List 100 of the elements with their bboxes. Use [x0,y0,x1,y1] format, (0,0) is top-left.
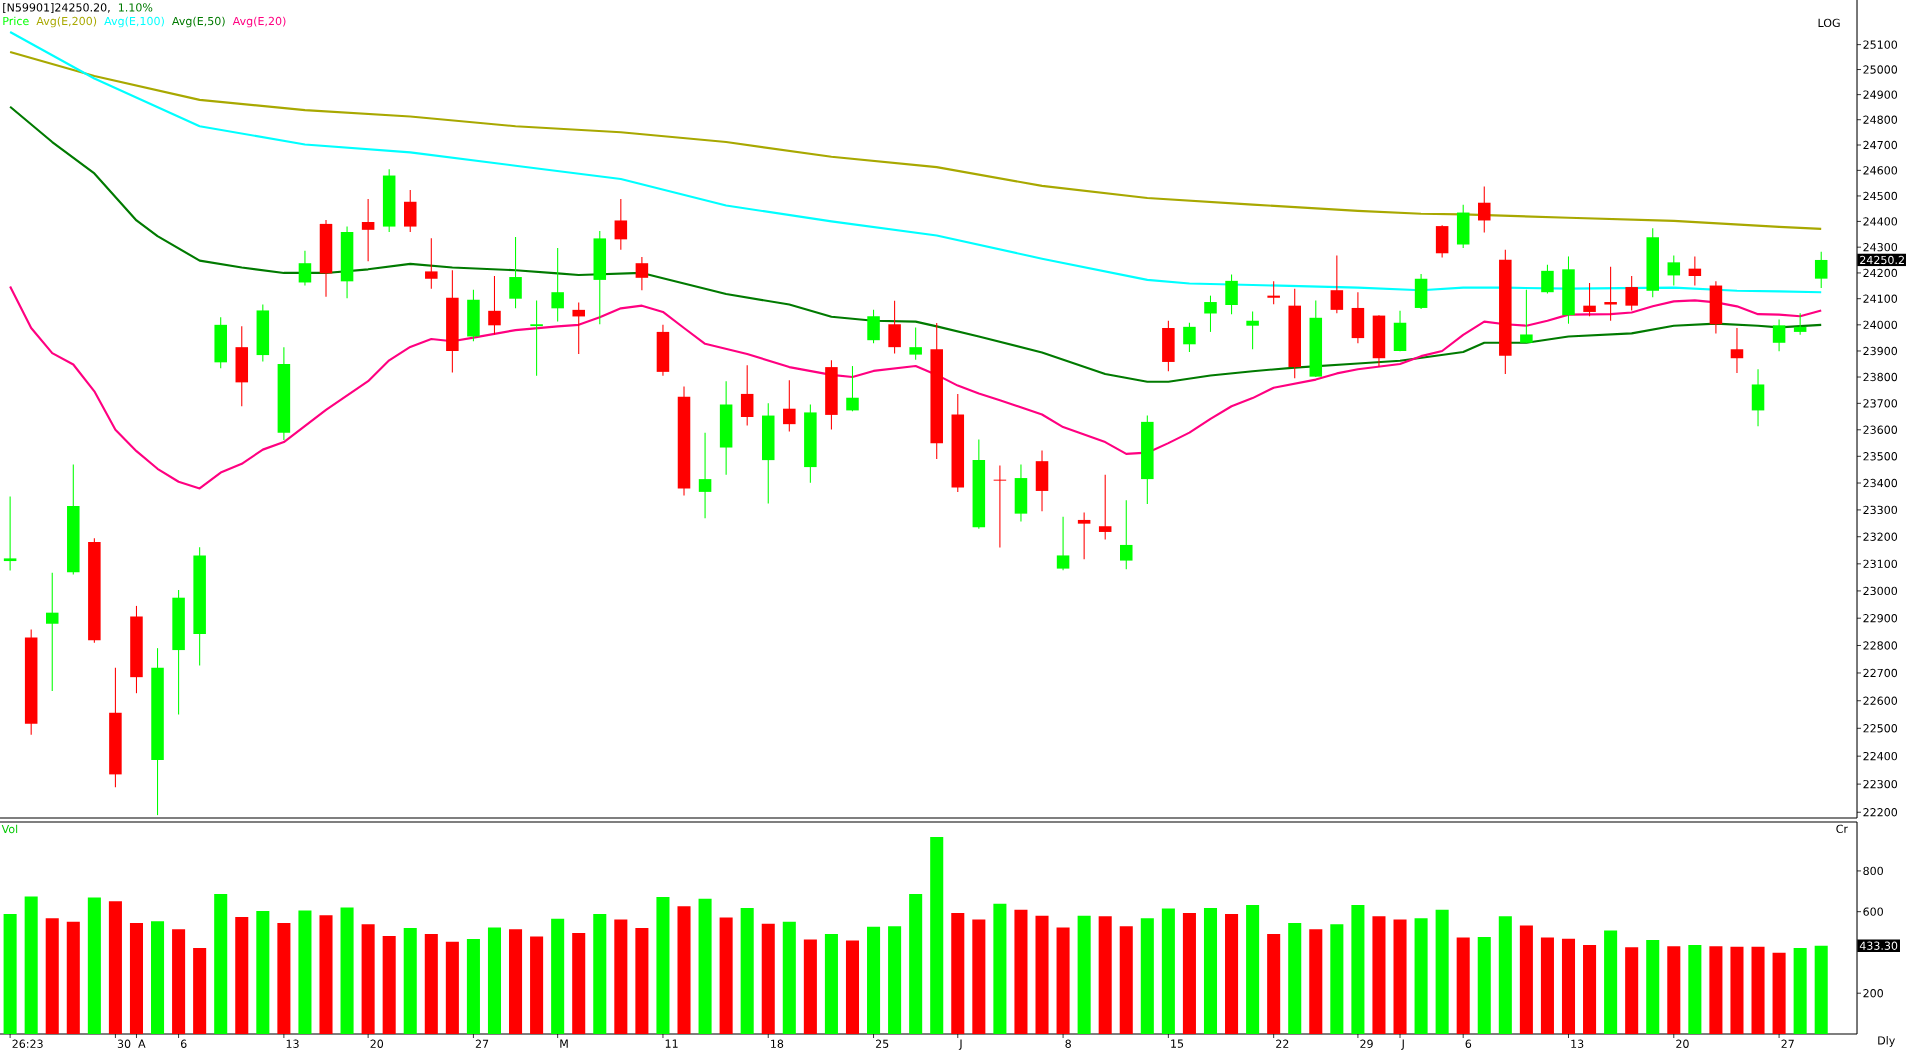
candlestick [1667,254,1681,287]
text: 24250.2 [1860,255,1904,265]
candlestick [1730,327,1744,374]
candlestick [277,346,291,441]
candlestick [1562,255,1575,325]
candlestick [888,300,901,354]
candlestick [1772,318,1786,352]
candlestick [951,393,965,493]
y-tick-label: 23900 [1863,346,1898,356]
bar [66,921,80,1034]
annotation: LOG [1818,18,1840,28]
candlestick [1625,275,1638,311]
y-tick-label: 23600 [1863,425,1898,434]
x-tick-label: 18 [771,1039,784,1048]
candlestick [909,326,922,361]
bar [677,906,691,1034]
bar [1751,946,1765,1034]
bar [1056,927,1070,1034]
bar [1498,916,1512,1034]
bar [151,921,165,1034]
x-tick-label: 6 [1465,1039,1472,1048]
candlestick [719,380,733,476]
line-series [9,285,1823,490]
candlestick [67,463,80,576]
bar [1583,944,1597,1034]
y-tick-label: 22500 [1863,724,1898,733]
bar [1730,946,1744,1034]
candlestick [193,546,206,667]
bar [445,941,459,1034]
bar [635,927,649,1034]
x-tick-label: 8 [1065,1039,1071,1048]
text: Price [3,16,29,26]
line-series [9,105,1823,383]
bar [1372,916,1386,1034]
candlestick [361,198,375,262]
y-tick-label: 25000 [1863,65,1898,74]
candlestick [1141,415,1154,505]
bar [193,947,207,1034]
y-tick-label: 23200 [1863,532,1898,541]
y-tick-label: 24000 [1863,320,1898,330]
candlestick [1520,289,1533,344]
text: Avg(E,100) [104,16,164,28]
x-tick-label: 20 [1676,1039,1689,1048]
candlestick [130,605,143,694]
y-tick-label: 200 [1863,989,1883,998]
x-tick-label: 27 [475,1039,489,1048]
candlestick [1246,310,1259,350]
y-tick-label: 24600 [1863,166,1898,175]
bar [256,911,270,1034]
candlestick [867,309,880,344]
bar [1667,946,1681,1034]
candlestick [1204,295,1217,333]
candlestick [172,589,185,716]
candlestick [1035,449,1049,512]
bar [1646,940,1660,1034]
bar [87,897,101,1034]
candlestick [298,250,312,287]
y-tick-label: 25100 [1863,40,1898,49]
candlestick [214,316,227,369]
bar [930,837,944,1034]
bar [1393,919,1407,1034]
candlestick [656,324,670,377]
candlestick [1183,322,1196,353]
candlestick [1688,255,1702,287]
bar [1604,930,1618,1034]
bar [1140,918,1154,1034]
bar [1414,918,1428,1034]
candlestick [1393,310,1407,352]
bar [951,912,965,1034]
chart-subtitle: 1.10% [118,3,153,12]
bar [1203,908,1218,1034]
candlestick [1793,312,1807,336]
bar [593,914,607,1034]
candlestick [1077,512,1091,560]
bar [340,907,354,1034]
candlestick [1477,186,1491,234]
x-tick-label: A [138,1039,146,1048]
bar [572,932,586,1034]
bar [740,908,754,1034]
bar [487,927,502,1034]
bar [403,927,417,1034]
y-tick-label: 24400 [1863,217,1898,226]
bar [319,915,333,1034]
y-tick-label: 22900 [1863,614,1898,623]
candlestick [509,236,522,309]
candlestick [1267,280,1280,305]
bar [1814,945,1828,1034]
candlestick [151,647,164,816]
y-tick-label: 23400 [1863,478,1898,488]
bar [382,935,396,1034]
candlestick [614,198,628,251]
candlestick [425,237,438,290]
candlestick [1541,264,1554,295]
bar [1688,944,1702,1034]
x-tick-label: 13 [1571,1039,1584,1048]
candlestick [761,402,775,505]
bar [782,921,796,1034]
candlestick [488,275,501,336]
text: Dly [1878,1036,1895,1047]
bar [1288,923,1302,1034]
